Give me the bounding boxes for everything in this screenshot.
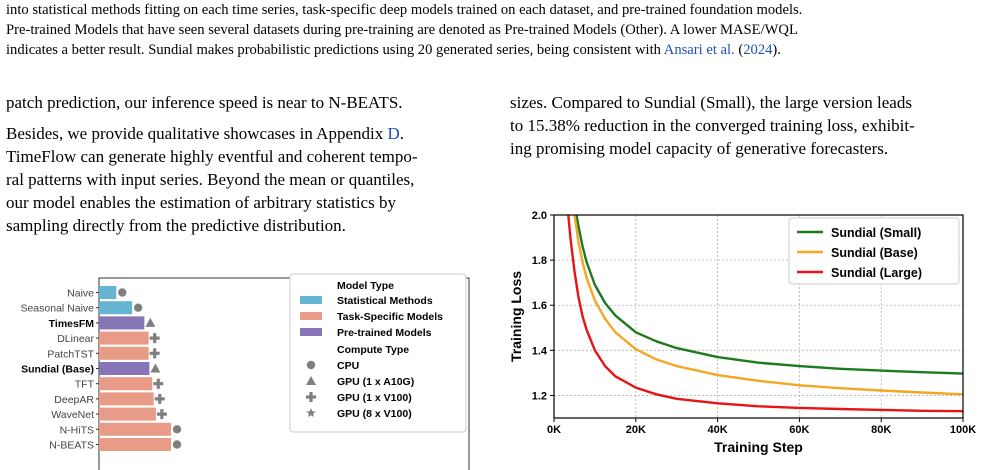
plot-frame — [553, 214, 964, 419]
legend-swatch — [300, 328, 322, 336]
right-column-text: sizes. Compared to Sundial (Small), the … — [510, 91, 980, 160]
paragraph-line: sampling directly from the predictive di… — [6, 216, 346, 235]
paragraph-line: TimeFlow can generate highly eventful an… — [6, 147, 418, 166]
bar — [99, 362, 150, 375]
paragraph-line: ral patterns with input series. Beyond t… — [6, 170, 415, 189]
compute-marker — [154, 393, 165, 404]
y-tick-label: 1.2 — [532, 390, 547, 402]
compute-marker — [153, 378, 164, 389]
x-tick-label: 40K — [708, 424, 728, 436]
caption-line: Pre-trained Models that have seen severa… — [6, 22, 798, 38]
x-tick-label: 100K — [950, 424, 976, 436]
category-label: PatchTST — [47, 348, 94, 360]
citation-open: ( — [734, 42, 744, 58]
y-tick-label: 1.4 — [532, 345, 548, 357]
series-line — [573, 215, 963, 396]
citation-author-link[interactable]: Ansari et al. — [663, 42, 735, 58]
compute-marker — [149, 348, 160, 359]
paragraph-line: ing promising model capacity of generati… — [510, 139, 889, 158]
y-axis-label: Training Loss — [508, 271, 524, 362]
legend-label: Statistical Methods — [337, 295, 433, 307]
figure-caption: into statistical methods fitting on each… — [6, 0, 982, 60]
series-line — [575, 215, 963, 375]
legend-title: Compute Type — [337, 344, 409, 356]
legend-marker — [306, 376, 316, 385]
category-label: DeepAR — [54, 394, 94, 406]
bar — [99, 286, 117, 299]
legend-marker — [306, 392, 316, 402]
x-tick-label: 20K — [626, 424, 646, 436]
y-tick-label: 2.0 — [532, 210, 547, 222]
paragraph-text: . — [399, 124, 405, 143]
plot-series-group — [567, 215, 963, 413]
category-label: TFT — [75, 379, 95, 391]
citation-year-link[interactable]: 2024 — [743, 42, 773, 58]
legend-label: GPU (1 x V100) — [337, 392, 412, 404]
left-column-text: patch prediction, our inference speed is… — [6, 91, 484, 237]
paragraph-text: Besides, we provide qualitative showcase… — [6, 124, 388, 143]
x-tick-label: 80K — [871, 424, 891, 436]
bar — [99, 331, 149, 345]
caption-line: indicates a better result. Sundial makes… — [6, 40, 982, 60]
legend-box — [788, 217, 960, 285]
compute-marker — [149, 333, 160, 344]
appendix-link[interactable]: D — [387, 124, 400, 143]
compute-marker — [172, 425, 182, 434]
compute-marker — [172, 440, 182, 449]
category-label: TimesFM — [49, 318, 95, 330]
compute-marker — [156, 409, 167, 420]
legend-title: Model Type — [337, 280, 394, 292]
paragraph: patch prediction, our inference speed is… — [6, 93, 403, 112]
compute-marker — [145, 317, 156, 327]
bar — [99, 316, 145, 330]
legend-swatch — [300, 296, 322, 304]
category-label: WaveNet — [51, 409, 94, 421]
legend-label: Sundial (Base) — [831, 246, 918, 260]
compute-marker — [118, 288, 127, 297]
category-label: DLinear — [57, 333, 94, 345]
bar — [99, 438, 171, 451]
paragraph-line: to 15.38% reduction in the converged tra… — [510, 116, 915, 135]
bar — [99, 301, 133, 315]
legend-label: Sundial (Large) — [831, 266, 922, 280]
category-label: Seasonal Naive — [20, 303, 94, 315]
compute-marker — [133, 303, 143, 312]
category-label: N-BEATS — [49, 440, 94, 452]
legend-label: CPU — [337, 360, 359, 372]
bar — [99, 377, 153, 391]
citation-close: ). — [772, 42, 781, 58]
x-axis-label: Training Step — [714, 439, 803, 455]
paragraph-line: our model enables the estimation of arbi… — [6, 193, 396, 212]
bar — [99, 346, 149, 360]
legend-marker — [306, 360, 316, 370]
training-loss-line-chart: 0K 20K 40K 60K 80K 100K 1.2 1.4 1.6 1.8 2.0 Trainin… — [508, 210, 976, 455]
category-label: Sundial (Base) — [21, 364, 94, 376]
bar — [99, 422, 171, 436]
series-line — [567, 215, 963, 413]
bar — [99, 407, 156, 421]
caption-line-text: indicates a better result. Sundial makes… — [6, 42, 664, 58]
legend-label: Pre-trained Models — [337, 327, 432, 339]
category-label: N-HiTS — [60, 424, 94, 436]
legend-box — [289, 273, 467, 433]
x-tick-label: 0K — [547, 424, 561, 436]
x-tick-label: 60K — [789, 424, 809, 436]
legend-label: Sundial (Small) — [831, 226, 921, 240]
y-tick-label: 1.6 — [532, 300, 547, 312]
legend-label: Task-Specific Models — [337, 311, 443, 323]
legend-swatch — [300, 312, 322, 320]
paragraph-line: Besides, we provide qualitative showcase… — [6, 122, 484, 145]
category-label: Naive — [67, 288, 94, 300]
legend-label: GPU (1 x A10G) — [337, 376, 414, 388]
compute-marker — [150, 363, 161, 373]
legend-label: GPU (8 x V100) — [337, 408, 412, 420]
y-tick-label: 1.8 — [532, 255, 547, 267]
caption-line: into statistical methods fitting on each… — [6, 2, 803, 18]
inference-speed-bar-chart: Naive Seasonal Naive TimesFM DLinear PatchTS… — [20, 273, 470, 470]
bar — [99, 392, 154, 406]
paragraph-line: sizes. Compared to Sundial (Small), the … — [510, 93, 912, 112]
legend-marker — [306, 408, 316, 418]
